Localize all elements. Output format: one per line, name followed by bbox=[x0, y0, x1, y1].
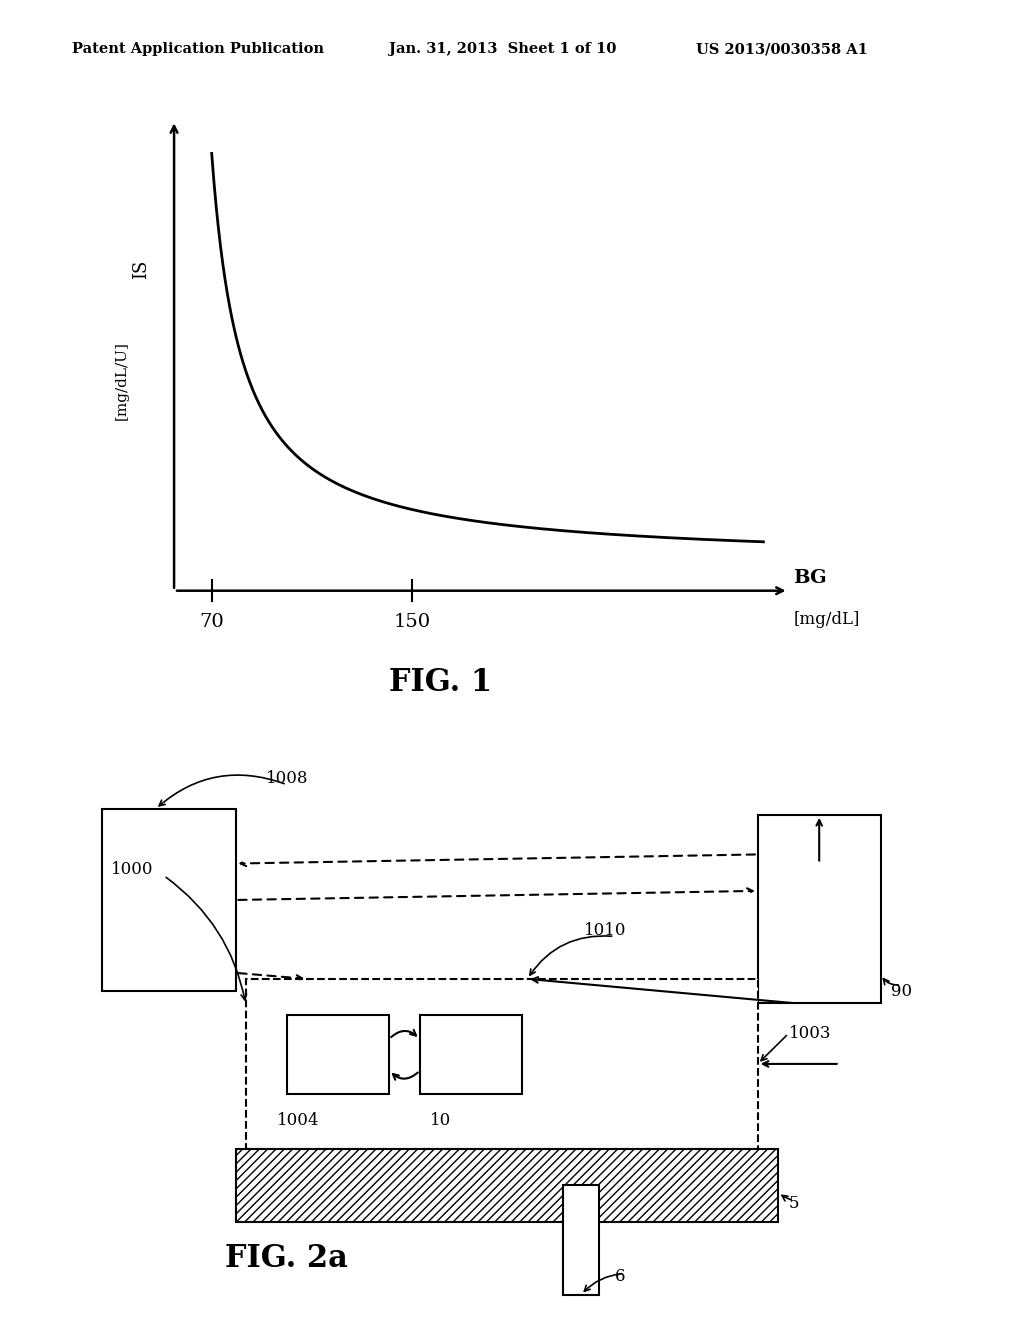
Text: 1008: 1008 bbox=[266, 770, 309, 787]
Bar bbox=[287, 1015, 389, 1094]
Bar bbox=[236, 1148, 778, 1222]
Text: 1004: 1004 bbox=[276, 1113, 319, 1130]
Text: Jan. 31, 2013  Sheet 1 of 10: Jan. 31, 2013 Sheet 1 of 10 bbox=[389, 42, 616, 57]
Text: BG: BG bbox=[794, 569, 827, 587]
Text: FIG. 1: FIG. 1 bbox=[389, 667, 492, 697]
Text: 5: 5 bbox=[788, 1195, 799, 1212]
Text: [mg/dL]: [mg/dL] bbox=[794, 611, 860, 628]
Text: IS: IS bbox=[132, 259, 151, 279]
Text: 10: 10 bbox=[430, 1113, 452, 1130]
Bar bbox=[102, 809, 236, 991]
Text: 1010: 1010 bbox=[584, 921, 627, 939]
Text: FIG. 2a: FIG. 2a bbox=[225, 1242, 348, 1274]
Text: US 2013/0030358 A1: US 2013/0030358 A1 bbox=[696, 42, 868, 57]
Text: 1003: 1003 bbox=[788, 1026, 831, 1041]
Bar bbox=[246, 979, 758, 1148]
Text: Patent Application Publication: Patent Application Publication bbox=[72, 42, 324, 57]
Text: 1000: 1000 bbox=[111, 861, 154, 878]
Text: [mg/dL/U]: [mg/dL/U] bbox=[115, 341, 128, 420]
Text: 6: 6 bbox=[614, 1269, 625, 1284]
Text: 90: 90 bbox=[891, 982, 912, 999]
Bar bbox=[758, 814, 881, 1003]
Text: 70: 70 bbox=[200, 614, 224, 631]
Bar bbox=[420, 1015, 522, 1094]
Bar bbox=[563, 1185, 599, 1295]
Text: 150: 150 bbox=[394, 614, 431, 631]
